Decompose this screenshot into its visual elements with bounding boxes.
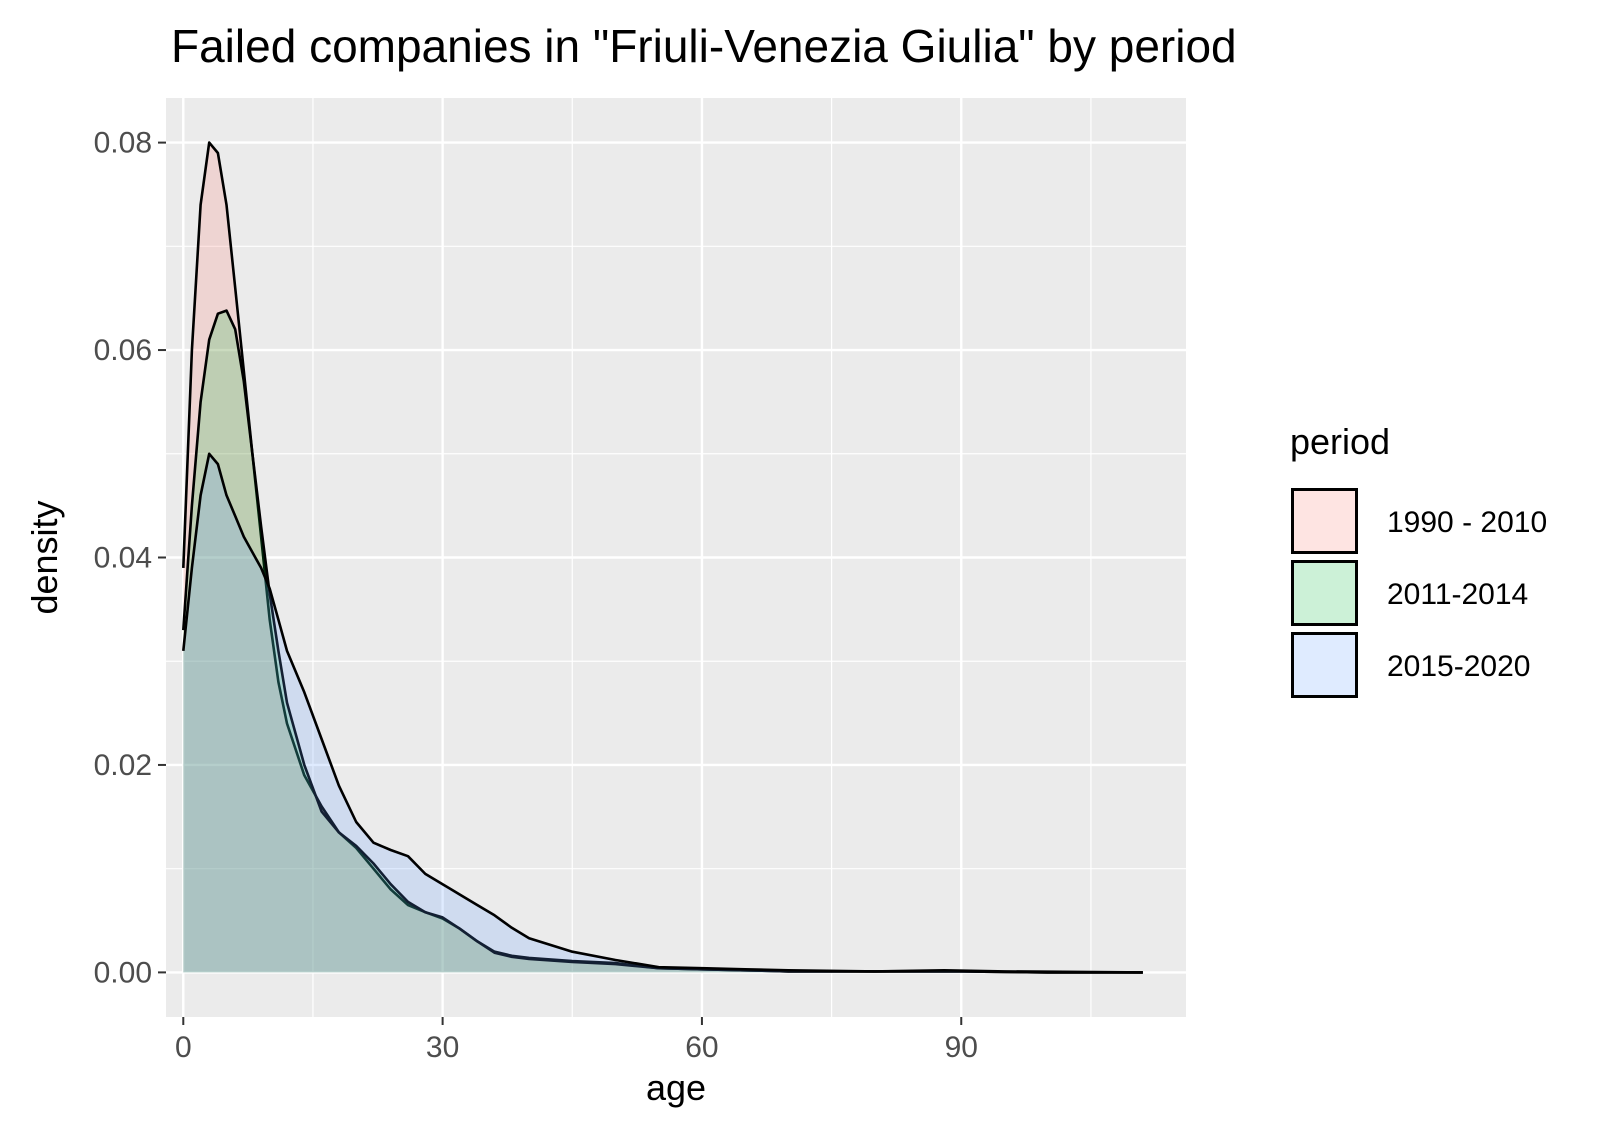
legend-item-3: 2015-2020 <box>1291 632 1530 698</box>
x-tick-label: 60 <box>685 1031 718 1064</box>
density-area <box>183 142 1143 973</box>
legend-items: 1990 - 2010 2011-2014 2015-2020 <box>1291 488 1547 698</box>
y-tick-label: 0.08 <box>94 127 152 160</box>
legend-key-background <box>1291 632 1358 698</box>
density-area <box>183 310 1143 973</box>
y-tick-label: 0.02 <box>94 749 152 782</box>
y-tick-label: 0.04 <box>94 542 152 575</box>
legend-item-2: 2011-2014 <box>1291 560 1528 626</box>
x-tick-label: 30 <box>426 1031 459 1064</box>
legend-label: 2011-2014 <box>1387 578 1528 611</box>
y-axis-title: density <box>24 500 65 614</box>
major-gridlines <box>166 98 1186 1017</box>
chart-title: Failed companies in "Friuli-Venezia Giul… <box>171 20 1237 72</box>
density-line <box>182 452 1143 974</box>
y-tick-label: 0.00 <box>94 956 152 989</box>
legend-item-1: 1990 - 2010 <box>1291 488 1547 554</box>
density-area <box>183 453 1143 973</box>
series-3 <box>182 452 1143 974</box>
y-tick-label: 0.06 <box>94 334 152 367</box>
legend-title: period <box>1290 421 1390 462</box>
x-tick-label: 0 <box>175 1031 192 1064</box>
x-tick-label: 90 <box>945 1031 978 1064</box>
density-series <box>182 141 1143 974</box>
axes: 0 30 60 90 0.00 0.02 0.04 0.06 0.08 <box>94 127 978 1064</box>
legend-label: 1990 - 2010 <box>1387 506 1547 539</box>
legend-key-background <box>1291 560 1358 626</box>
legend: period 1990 - 2010 2011-2014 2015-2020 <box>1290 421 1547 698</box>
legend-key <box>1291 488 1358 554</box>
legend-label: 2015-2020 <box>1387 650 1530 683</box>
legend-key-background <box>1291 488 1358 554</box>
legend-key <box>1291 632 1358 698</box>
x-axis-title: age <box>646 1067 706 1108</box>
legend-key <box>1291 560 1358 626</box>
